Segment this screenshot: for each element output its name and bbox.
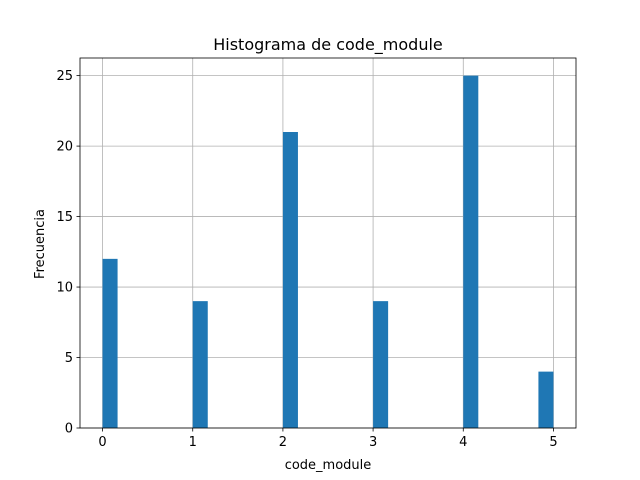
x-tick-label: 4	[459, 435, 467, 450]
histogram-bar	[538, 371, 554, 428]
y-tick-label: 5	[65, 351, 73, 366]
y-axis-label: Frecuencia	[33, 209, 48, 279]
axes-frame	[79, 57, 577, 429]
histogram-bars	[102, 75, 554, 428]
y-tick-label: 10	[56, 281, 73, 296]
y-tick-label: 20	[56, 140, 73, 155]
y-axis-ticks: 0 5 10 15 20 25	[56, 69, 80, 437]
histogram-bar	[373, 301, 389, 428]
x-axis-label: code_module	[285, 458, 372, 473]
histogram-bar	[192, 301, 208, 428]
x-tick-label: 2	[279, 435, 287, 450]
histogram-bar	[282, 132, 298, 428]
x-tick-label: 0	[98, 435, 106, 450]
y-tick-label: 0	[65, 422, 73, 437]
x-tick-label: 5	[549, 435, 557, 450]
chart-title: Histograma de code_module	[213, 35, 443, 55]
histogram-bar	[102, 258, 118, 428]
x-axis-ticks: 0 1 2 3 4 5	[98, 428, 558, 450]
histogram-bar	[463, 75, 479, 428]
x-tick-label: 1	[189, 435, 197, 450]
y-tick-label: 25	[56, 69, 73, 84]
x-tick-label: 3	[369, 435, 377, 450]
y-tick-label: 15	[56, 210, 73, 225]
